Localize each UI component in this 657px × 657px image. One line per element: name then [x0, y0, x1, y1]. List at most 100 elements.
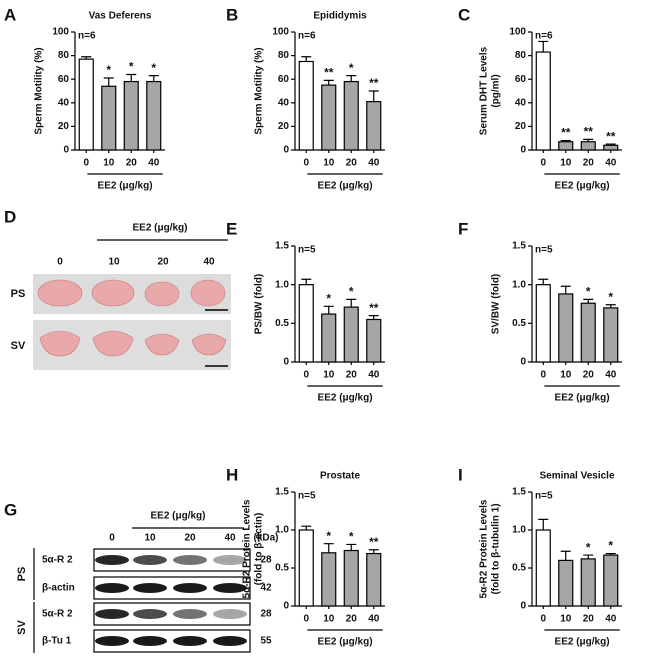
panel-letter: H [226, 465, 238, 484]
blot-band [213, 555, 247, 565]
bar [558, 141, 574, 151]
x-tick-label: 0 [303, 158, 309, 169]
error-bar [148, 75, 159, 82]
blot-frame [93, 602, 251, 626]
bar [321, 552, 337, 607]
significance-label: ** [561, 126, 571, 140]
y-tick-label: 40 [278, 97, 290, 108]
x-tick-label: 0 [303, 370, 309, 381]
y-axis-label: (fold to β-actin) [254, 513, 265, 586]
blot-band [173, 636, 207, 646]
y-axis-label: PS/BW (fold) [254, 274, 265, 335]
blot-label: 5α-R 2 [42, 555, 73, 566]
bar [580, 302, 596, 363]
y-axis-label: SV/BW (fold) [491, 274, 502, 335]
error-bar [346, 75, 357, 82]
bar [558, 559, 574, 607]
x-tick-label: 10 [560, 614, 572, 625]
bar [366, 101, 382, 151]
error-bar [301, 278, 312, 285]
bar [603, 307, 619, 363]
y-tick-label: 80 [515, 50, 527, 61]
panel-letter: C [458, 5, 470, 24]
bar [78, 58, 94, 151]
y-tick-label: 20 [515, 121, 527, 132]
annotation: n=6 [535, 31, 553, 42]
y-tick-label: 1.0 [512, 279, 526, 290]
x-axis-label: EE2 (μg/kg) [555, 393, 610, 404]
y-tick-label: 20 [58, 121, 70, 132]
error-bar [605, 552, 616, 556]
error-bar [301, 525, 312, 530]
error-bar [323, 305, 334, 315]
panel-letter: B [226, 5, 238, 24]
blot-label: 5α-R 2 [42, 609, 73, 620]
error-bar [103, 77, 114, 87]
treatment-label: EE2 (μg/kg) [132, 223, 187, 234]
blot-frame [93, 548, 251, 572]
y-tick-label: 0 [283, 357, 289, 368]
panel-letter: A [4, 5, 16, 24]
significance-label: ** [369, 301, 379, 315]
blot-band [95, 555, 129, 565]
y-tick-label: 1.0 [275, 525, 289, 536]
y-tick-label: 1.0 [275, 279, 289, 290]
y-tick-label: 0 [520, 145, 526, 156]
x-tick-label: 10 [560, 370, 572, 381]
y-tick-label: 0.5 [512, 563, 526, 574]
bar [343, 306, 359, 363]
y-tick-label: 0.5 [275, 318, 289, 329]
bar [298, 60, 314, 151]
significance-label: ** [369, 76, 379, 90]
x-tick-label: 0 [83, 158, 89, 169]
blot-band [95, 636, 129, 646]
bar [580, 558, 596, 607]
x-tick-label: 10 [560, 158, 572, 169]
row-label: PS [11, 288, 26, 300]
error-bar [323, 543, 334, 553]
photo [33, 274, 231, 370]
y-tick-label: 0 [520, 601, 526, 612]
significance-label: ** [369, 535, 379, 549]
significance-label: * [608, 539, 613, 553]
significance-label: * [151, 61, 156, 75]
kda-label: 42 [260, 583, 272, 594]
significance-label: ** [324, 66, 334, 80]
x-axis-label: EE2 (μg/kg) [555, 181, 610, 192]
y-tick-label: 0 [63, 145, 69, 156]
dose-label: 10 [144, 533, 156, 544]
x-tick-label: 20 [583, 614, 595, 625]
kda-label: 28 [260, 555, 272, 566]
kda-label: 55 [260, 636, 272, 647]
y-tick-label: 0 [283, 145, 289, 156]
error-bar [583, 298, 594, 304]
error-bar [368, 90, 379, 102]
significance-label: ** [606, 129, 616, 143]
x-tick-label: 40 [605, 370, 617, 381]
x-tick-label: 0 [540, 158, 546, 169]
blot-band [95, 583, 129, 593]
blot-band [213, 636, 247, 646]
error-bar [368, 549, 379, 554]
y-tick-label: 40 [515, 97, 527, 108]
x-axis-label: EE2 (μg/kg) [318, 181, 373, 192]
group-label: SV [16, 620, 28, 635]
error-bar [126, 73, 137, 82]
panel-letter: I [458, 465, 463, 484]
significance-label: * [129, 60, 134, 74]
bar [366, 552, 382, 607]
bar [321, 313, 337, 363]
error-bar [583, 554, 594, 559]
bar [366, 318, 382, 363]
x-axis-label: EE2 (μg/kg) [98, 181, 153, 192]
y-tick-label: 60 [58, 74, 70, 85]
y-tick-label: 60 [515, 74, 527, 85]
blot-band [213, 583, 247, 593]
y-axis-label: Sperm Motility (%) [254, 47, 265, 134]
bar [343, 549, 359, 607]
error-bar [605, 143, 616, 146]
x-tick-label: 40 [368, 158, 380, 169]
y-tick-label: 1.5 [512, 241, 526, 252]
dose-label: 0 [109, 533, 115, 544]
